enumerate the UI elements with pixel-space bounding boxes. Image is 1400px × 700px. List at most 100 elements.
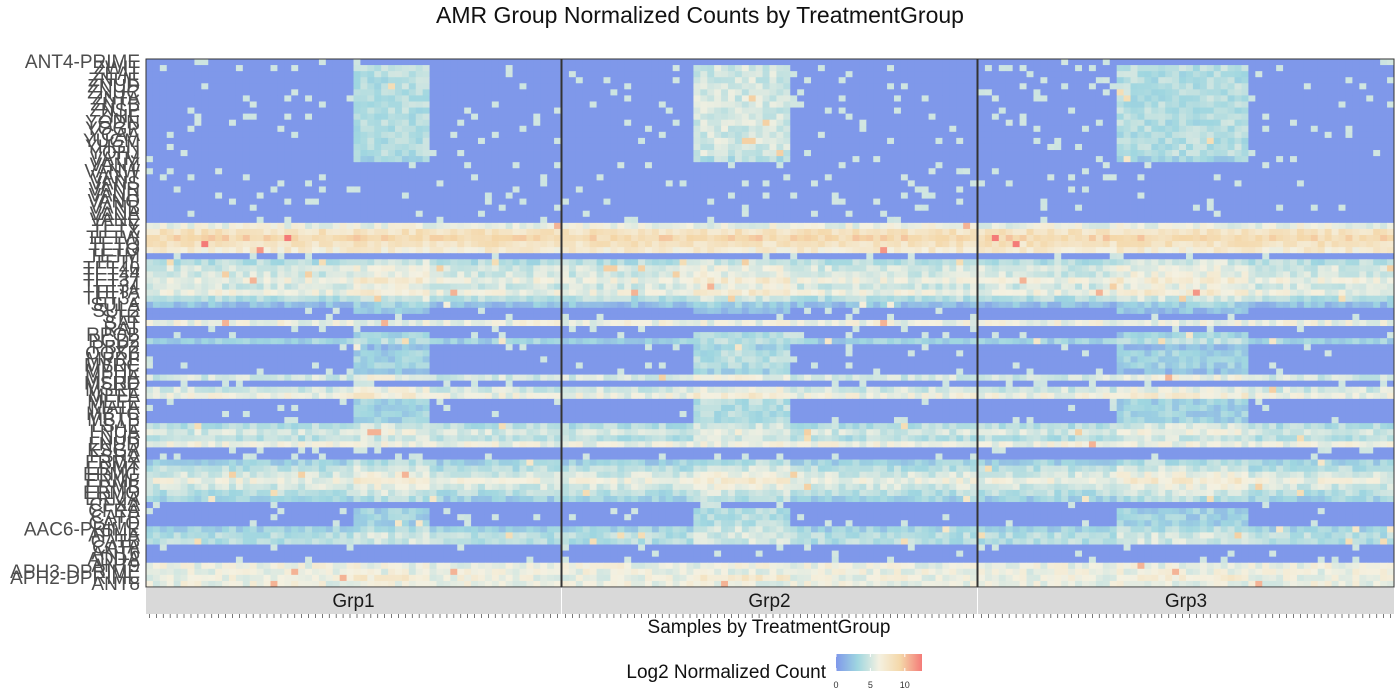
heatmap-cell [249, 562, 258, 570]
heatmap-cell [270, 107, 278, 115]
heatmap-cell [152, 332, 161, 339]
heatmap-cell [554, 526, 562, 533]
heatmap-cell [194, 150, 202, 157]
heatmap-cell [505, 544, 513, 551]
heatmap-cell [298, 544, 306, 551]
heatmap-cell [284, 532, 292, 539]
heatmap-cell [325, 514, 334, 521]
heatmap-cell [270, 95, 278, 102]
heatmap-cell [284, 520, 292, 527]
heatmap-cell [374, 192, 382, 199]
heatmap-cell [180, 313, 188, 321]
heatmap-cell [353, 192, 361, 199]
heatmap-cell [533, 332, 541, 339]
heatmap-cell [519, 368, 527, 375]
heatmap-cell [229, 447, 237, 454]
heatmap-cell [415, 59, 424, 66]
heatmap-cell [284, 119, 292, 127]
heatmap-cell [201, 235, 209, 242]
heatmap-cell [491, 350, 500, 357]
heatmap-cell [298, 71, 306, 78]
heatmap-cell [512, 368, 520, 375]
heatmap-cell [249, 283, 258, 291]
heatmap-cell [422, 143, 430, 151]
heatmap-cell [208, 259, 216, 266]
heatmap-cell [547, 538, 555, 545]
heatmap-cell [291, 89, 299, 96]
heatmap-cell [263, 168, 271, 175]
heatmap-cell [318, 495, 327, 503]
heatmap-cell [540, 113, 548, 121]
heatmap-cell [401, 465, 410, 473]
heatmap-cell [180, 435, 188, 442]
heatmap-cell [415, 228, 424, 236]
heatmap-cell [270, 313, 278, 321]
heatmap-cell [491, 131, 500, 139]
heatmap-cell [194, 417, 202, 424]
heatmap-cell [305, 435, 313, 442]
heatmap-cell [159, 241, 168, 248]
heatmap-cell [388, 313, 396, 321]
heatmap-cell [318, 216, 327, 224]
heatmap-cell [277, 156, 285, 163]
heatmap-cell [152, 186, 161, 193]
heatmap-cell [277, 356, 285, 363]
heatmap-cell [533, 429, 541, 436]
heatmap-cell [360, 253, 368, 260]
heatmap-cell [436, 313, 444, 321]
heatmap-cell [471, 532, 479, 539]
heatmap-cell [526, 508, 534, 515]
heatmap-cell [498, 253, 507, 260]
heatmap-cell [215, 204, 223, 212]
heatmap-cell [353, 344, 361, 351]
heatmap-cell [270, 247, 278, 254]
heatmap-cell [208, 362, 216, 369]
heatmap-cell [484, 423, 493, 430]
heatmap-cell [208, 471, 216, 479]
heatmap-cell [388, 368, 396, 375]
heatmap-cell [256, 532, 264, 539]
heatmap-cell [215, 459, 223, 467]
heatmap-cell [298, 514, 306, 521]
heatmap-cell [512, 180, 520, 187]
heatmap-cell [395, 350, 403, 357]
heatmap-cell [457, 411, 465, 418]
heatmap-cell [222, 380, 230, 388]
heatmap-cell [484, 204, 493, 212]
heatmap-cell [332, 198, 341, 206]
heatmap-cell [533, 502, 541, 509]
heatmap-cell [229, 441, 237, 448]
heatmap-cell [235, 562, 244, 570]
heatmap-cell [353, 210, 361, 218]
heatmap-cell [346, 417, 354, 424]
heatmap-cell [367, 502, 375, 509]
heatmap-cell [312, 222, 320, 230]
heatmap-cell [526, 283, 534, 291]
heatmap-cell [270, 228, 278, 236]
heatmap-cell [443, 156, 451, 163]
heatmap-cell [533, 356, 541, 363]
heatmap-cell [519, 313, 527, 321]
heatmap-cell [388, 186, 396, 193]
heatmap-cell [305, 441, 313, 448]
heatmap-cell [229, 307, 237, 315]
heatmap-cell [381, 532, 389, 539]
heatmap-cell [318, 544, 327, 551]
heatmap-cell [512, 374, 520, 382]
heatmap-cell [249, 423, 258, 430]
heatmap-cell [201, 59, 209, 66]
heatmap-cell [173, 59, 181, 66]
heatmap-cell [401, 228, 410, 236]
heatmap-cell [443, 350, 451, 357]
heatmap-cell [388, 277, 396, 284]
heatmap-cell [401, 532, 410, 539]
heatmap-cell [180, 489, 188, 497]
heatmap-cell [208, 83, 216, 90]
heatmap-cell [339, 556, 347, 564]
heatmap-cell [512, 417, 520, 424]
heatmap-cell [374, 380, 382, 388]
heatmap-cell [484, 95, 493, 102]
heatmap-cell [360, 295, 368, 303]
heatmap-cell [367, 526, 375, 533]
heatmap-cell [208, 453, 216, 460]
